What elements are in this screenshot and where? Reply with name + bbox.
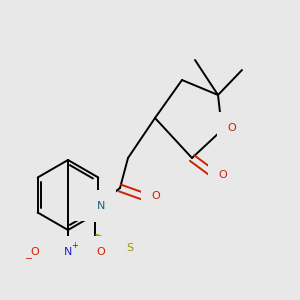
Text: N: N xyxy=(97,201,105,211)
Text: O: O xyxy=(152,191,160,201)
Text: +: + xyxy=(72,242,78,250)
Text: S: S xyxy=(126,243,134,253)
Text: O: O xyxy=(31,247,39,257)
Text: O: O xyxy=(219,170,227,180)
Text: −: − xyxy=(25,254,33,264)
Text: O: O xyxy=(97,247,105,257)
Text: O: O xyxy=(228,123,236,133)
Text: N: N xyxy=(64,247,72,257)
Text: N: N xyxy=(70,251,78,261)
Text: H: H xyxy=(58,251,66,261)
Text: H: H xyxy=(85,201,93,211)
